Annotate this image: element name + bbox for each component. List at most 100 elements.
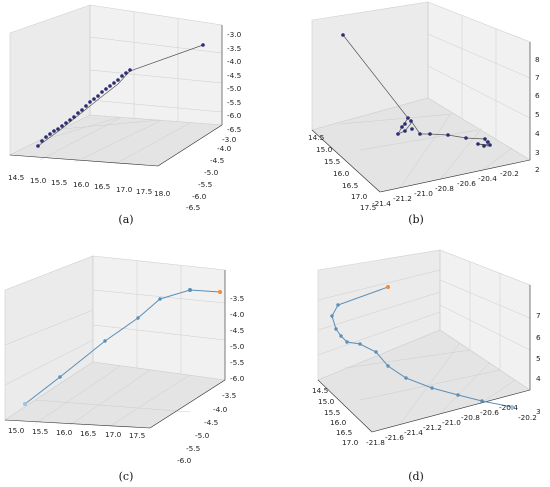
- z-tick: -6.5: [227, 125, 241, 134]
- z-tick: 7: [535, 73, 540, 82]
- y-axis: [149, 379, 226, 429]
- x-tick: 15.5: [32, 427, 48, 436]
- x-tick: 15.0: [318, 397, 335, 406]
- data-point: [100, 90, 104, 94]
- x-tick: 16.0: [330, 418, 347, 427]
- data-point: [403, 122, 407, 126]
- data-point: [80, 108, 84, 112]
- z-tick: -4.0: [227, 57, 242, 66]
- data-point: [406, 116, 410, 120]
- trajectory-points: [330, 285, 514, 409]
- x-tick: 15.0: [8, 426, 25, 435]
- z-tick: 3: [535, 148, 540, 157]
- data-point: [418, 132, 422, 136]
- data-point: [486, 140, 490, 144]
- x-tick: 16.0: [333, 169, 350, 178]
- data-point: [124, 71, 128, 75]
- x-tick-labels: 15.0 15.5 16.0 16.5 17.0 17.5: [8, 426, 145, 440]
- y-tick: -3.5: [222, 391, 236, 400]
- data-point: [136, 316, 140, 320]
- z-tick: -5.0: [230, 342, 245, 351]
- y-tick: -4.0: [217, 144, 232, 153]
- data-point: [48, 132, 52, 136]
- data-point: [44, 135, 48, 139]
- y-tick: -21.2: [393, 194, 412, 203]
- y-tick: -4.5: [204, 418, 218, 427]
- x-tick: 15.0: [316, 145, 333, 154]
- data-point: [56, 127, 60, 131]
- y-tick: -20.8: [435, 184, 454, 193]
- z-tick: -5.5: [227, 98, 241, 107]
- x-axis: [311, 129, 381, 193]
- y-tick: -20.6: [480, 408, 499, 417]
- y-tick: -21.2: [423, 423, 442, 432]
- end-point: [218, 290, 222, 294]
- grid-lines: [339, 2, 531, 189]
- x-tick: 15.5: [51, 178, 67, 187]
- z-tick: 8: [535, 55, 540, 64]
- x-tick-labels: 14.5 15.0 15.5 16.0 16.5 17.0 17.5 18.0: [8, 173, 171, 198]
- x-tick: 16.5: [336, 428, 352, 437]
- y-tick: -20.8: [461, 413, 480, 422]
- z-tick-labels: -3.5 -4.0 -4.5 -5.0 -5.5 -6.0: [230, 294, 245, 383]
- data-point: [103, 339, 107, 343]
- x-tick: 16.5: [80, 429, 96, 438]
- panel-a: 14.5 15.0 15.5 16.0 16.5 17.0 17.5 18.0 …: [8, 4, 242, 226]
- y-tick: -6.5: [186, 203, 200, 212]
- data-point: [36, 144, 40, 148]
- data-points: [341, 33, 492, 148]
- x-tick-labels: 14.5 15.0 15.5 16.0 16.5 17.0: [312, 386, 359, 447]
- z-tick: 4: [536, 374, 541, 383]
- data-point: [334, 327, 338, 331]
- y-tick: -21.4: [404, 428, 423, 437]
- y-axis: [379, 159, 531, 193]
- y-axis: [157, 124, 223, 167]
- y-tick-labels: -3.5 -4.0 -4.5 -5.0 -5.5 -6.0: [177, 391, 236, 465]
- data-point: [476, 142, 480, 146]
- x-tick-labels: 14.5 15.0 15.5 16.0 16.5 17.0 17.5: [308, 133, 376, 212]
- data-point: [400, 125, 404, 129]
- z-tick: 5: [535, 110, 540, 119]
- data-point: [480, 399, 484, 403]
- data-point: [188, 288, 192, 292]
- y-tick: -21.0: [414, 189, 433, 198]
- x-tick: 17.0: [116, 185, 133, 194]
- z-tick: 6: [536, 333, 541, 342]
- grid-lines: [35, 5, 223, 165]
- start-point: [510, 405, 514, 409]
- z-tick: -3.5: [230, 294, 244, 303]
- data-point: [158, 297, 162, 301]
- x-tick: 14.5: [8, 173, 24, 182]
- data-point: [201, 43, 205, 47]
- z-tick: -5.0: [227, 84, 242, 93]
- data-point: [64, 121, 68, 125]
- z-tick: -5.5: [230, 358, 244, 367]
- caption-b: (b): [408, 213, 424, 226]
- data-point: [339, 334, 343, 338]
- z-tick-labels: 2 3 4 5 6 7 8: [535, 55, 540, 174]
- data-point: [403, 129, 407, 133]
- z-tick: -4.5: [230, 326, 244, 335]
- data-point: [330, 314, 334, 318]
- data-point: [386, 364, 390, 368]
- z-tick: -4.0: [230, 310, 245, 319]
- data-point: [410, 127, 414, 131]
- data-point: [446, 133, 450, 137]
- x-axis: [317, 379, 373, 433]
- x-tick: 17.5: [360, 203, 376, 212]
- x-tick: 17.0: [351, 192, 368, 201]
- data-point: [68, 118, 72, 122]
- z-tick-labels: -3.0 -3.5 -4.0 -4.5 -5.0 -5.5 -6.0 -6.5: [227, 30, 242, 134]
- y-tick: -21.8: [366, 438, 385, 447]
- x-tick: 17.0: [105, 430, 122, 439]
- data-point: [396, 132, 400, 136]
- y-tick: -20.4: [478, 174, 497, 183]
- y-tick: -21.4: [372, 199, 391, 208]
- data-point: [358, 342, 362, 346]
- start-point: [23, 402, 27, 406]
- panel-b: 14.5 15.0 15.5 16.0 16.5 17.0 17.5 -21.4…: [308, 1, 540, 226]
- data-point: [404, 376, 408, 380]
- y-tick: -3.0: [222, 135, 237, 144]
- x-tick: 17.5: [136, 187, 152, 196]
- x-tick: 17.0: [342, 438, 359, 447]
